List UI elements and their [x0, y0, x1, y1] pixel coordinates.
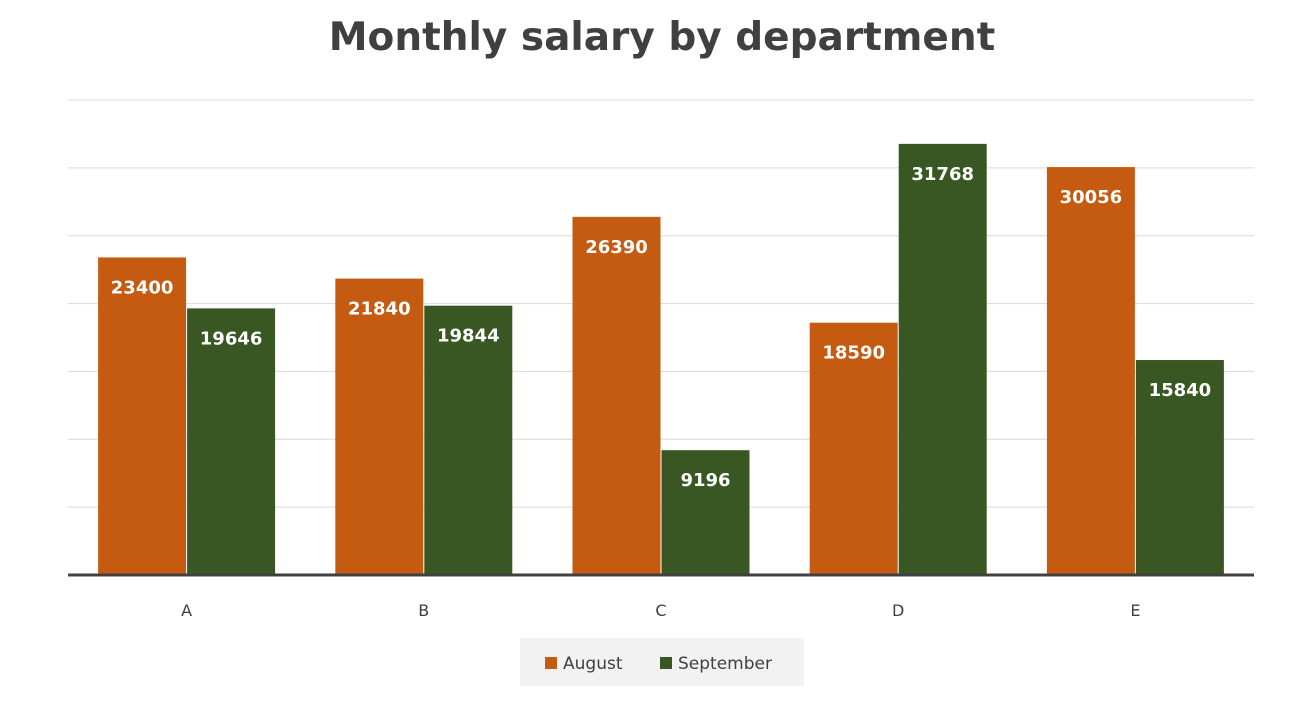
bar-august-a: [98, 257, 187, 575]
data-label: 30056: [1060, 187, 1123, 208]
bar-august-c: [572, 216, 661, 575]
legend-swatch-august: [545, 657, 557, 669]
x-tick-label: E: [1130, 601, 1140, 620]
x-axis-tick-labels: A B C D E: [181, 601, 1140, 620]
bar-september-c: [661, 450, 750, 575]
x-tick-label: D: [892, 601, 904, 620]
chart-title: Monthly salary by department: [329, 15, 996, 60]
legend-label-september: September: [678, 654, 772, 674]
x-tick-label: B: [418, 601, 429, 620]
bar-september-a: [187, 308, 276, 575]
legend-swatch-september: [660, 657, 672, 669]
legend: August September: [520, 638, 804, 686]
bar-august-e: [1046, 167, 1135, 575]
data-labels: 23400 19646 21840 19844 26390 9196 18590 31768 3…: [111, 164, 1211, 491]
x-tick-label: C: [655, 601, 666, 620]
bars: [98, 143, 1224, 575]
bar-september-d: [898, 143, 987, 575]
data-label: 19646: [200, 328, 263, 349]
data-label: 26390: [585, 237, 648, 258]
data-label: 19844: [437, 326, 500, 347]
legend-label-august: August: [563, 654, 623, 674]
data-label: 15840: [1149, 380, 1212, 401]
data-label: 23400: [111, 277, 174, 298]
data-label: 21840: [348, 299, 411, 320]
data-label: 9196: [680, 470, 730, 491]
data-label: 18590: [822, 343, 885, 364]
bar-september-b: [424, 305, 513, 575]
data-label: 31768: [911, 164, 974, 185]
bar-august-d: [809, 322, 898, 575]
x-tick-label: A: [181, 601, 192, 620]
bar-september-e: [1135, 360, 1224, 575]
bar-august-b: [335, 278, 424, 575]
